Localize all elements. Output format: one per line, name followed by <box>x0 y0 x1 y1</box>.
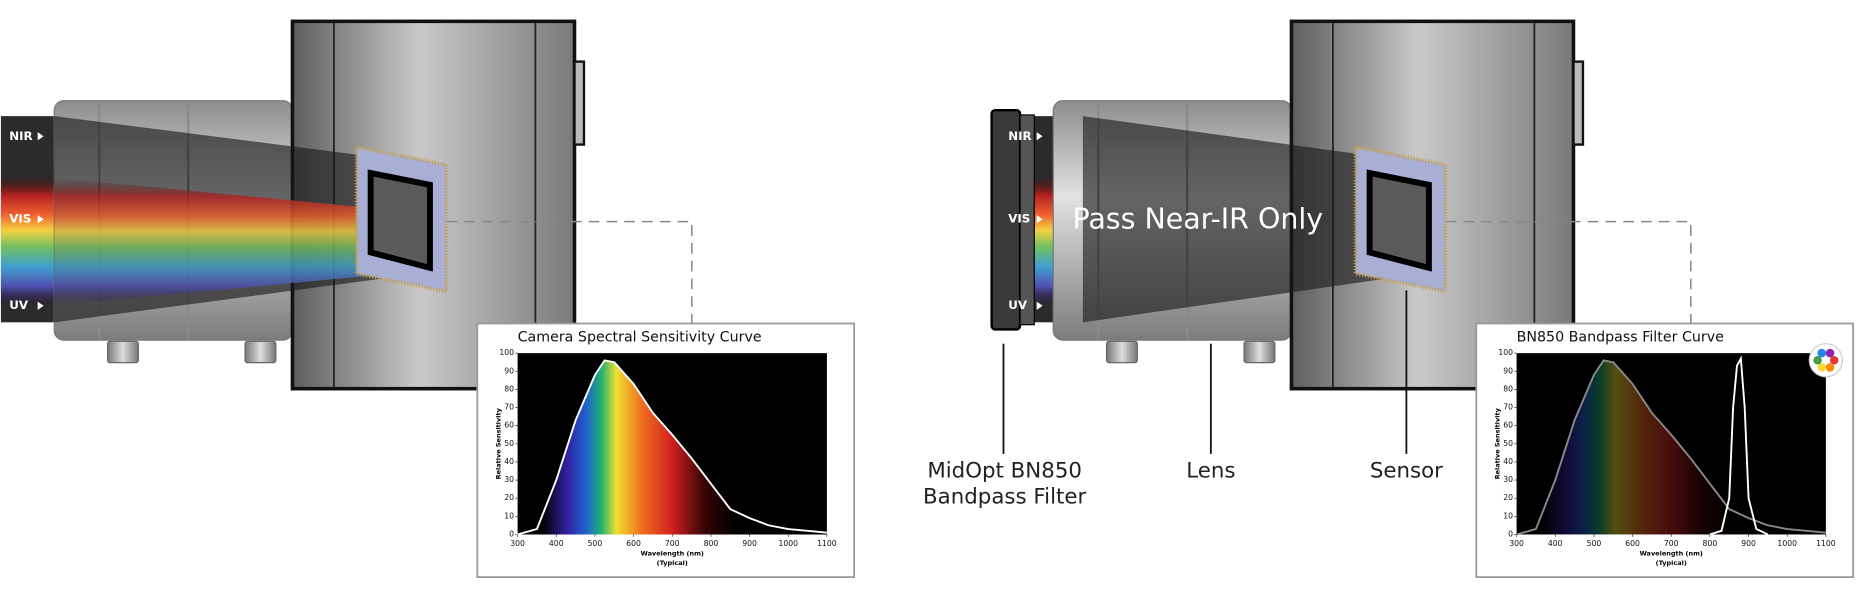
x-tick-label: 1000 <box>778 539 798 548</box>
body-bump <box>1572 60 1585 146</box>
badge-dot <box>1817 348 1827 358</box>
body-bump <box>573 60 586 146</box>
lens-knob <box>244 340 277 364</box>
x-tick-label: 400 <box>549 539 564 548</box>
badge-dot <box>1817 363 1827 372</box>
y-tick-label: 20 <box>504 493 514 502</box>
badge-dot <box>1829 355 1839 365</box>
x-tick-label: 1100 <box>817 539 837 548</box>
chart-title: BN850 Bandpass Filter Curve <box>1517 330 1724 346</box>
band-label: UV <box>1008 298 1028 312</box>
badge-dot <box>1825 348 1835 358</box>
callout-label: MidOpt BN850 <box>927 459 1082 484</box>
x-tick-label: 1000 <box>1777 539 1797 548</box>
band-label: NIR <box>9 129 32 143</box>
curve-fill <box>517 360 827 535</box>
y-tick-label: 100 <box>499 348 514 357</box>
badge <box>1808 343 1844 378</box>
callout-label: Bandpass Filter <box>923 485 1086 510</box>
x-tick-label: 900 <box>742 539 757 548</box>
band-arrow <box>37 215 44 224</box>
y-axis-label: Relative Sensitivity <box>1494 407 1502 479</box>
x-tick-label: 400 <box>1548 539 1563 548</box>
leader-line <box>446 220 693 324</box>
x-tick-label: 500 <box>1587 539 1602 548</box>
x-tick-label: 900 <box>1741 539 1756 548</box>
light-cone <box>1082 116 1445 323</box>
curve <box>517 359 827 536</box>
x-tick-label: 600 <box>626 539 641 548</box>
leader-line <box>1445 220 1692 324</box>
x-tick-label: 500 <box>588 539 603 548</box>
band-arrow <box>1036 132 1043 141</box>
x-tick-label: 800 <box>704 539 719 548</box>
band-label: NIR <box>1008 129 1031 143</box>
spectrum-bands <box>0 175 57 306</box>
curve <box>1516 359 1826 536</box>
callout-label: Lens <box>1186 459 1235 484</box>
filter-ring <box>1019 114 1035 326</box>
x-tick-label: 1100 <box>1816 539 1836 548</box>
x-axis-label: Wavelength (nm) <box>1640 549 1703 557</box>
y-tick-label: 0 <box>509 529 514 538</box>
x-tick-label: 700 <box>1664 539 1679 548</box>
y-tick-label: 40 <box>504 457 514 466</box>
band-arrow <box>37 132 44 141</box>
x-tick-label: 700 <box>665 539 680 548</box>
curve <box>1709 355 1769 536</box>
lens-knob <box>1105 340 1138 364</box>
y-tick-label: 20 <box>1503 493 1513 502</box>
band-label: VIS <box>9 212 31 226</box>
y-tick-label: 50 <box>1503 439 1513 448</box>
y-tick-label: 30 <box>504 475 514 484</box>
curve-fill <box>1516 360 1826 535</box>
y-tick-label: 80 <box>1503 384 1513 393</box>
y-tick-label: 80 <box>504 384 514 393</box>
x-tick-label: 800 <box>1703 539 1718 548</box>
x-tick-label: 600 <box>1625 539 1640 548</box>
chart-title: Camera Spectral Sensitivity Curve <box>518 330 762 346</box>
y-tick-label: 100 <box>1498 348 1513 357</box>
lens-knob <box>1243 340 1276 364</box>
y-tick-label: 90 <box>1503 366 1513 375</box>
y-tick-label: 10 <box>504 511 514 520</box>
badge-dot <box>1825 363 1835 372</box>
x-tick-label: 300 <box>510 539 525 548</box>
y-tick-label: 70 <box>504 403 514 412</box>
x-axis-note: (Typical) <box>657 559 688 567</box>
band-label: VIS <box>1008 212 1030 226</box>
band-arrow <box>37 301 44 310</box>
x-axis-note: (Typical) <box>1656 559 1687 567</box>
y-tick-label: 50 <box>504 439 514 448</box>
y-tick-label: 0 <box>1508 529 1513 538</box>
lens-knob <box>106 340 139 364</box>
overlay-text: Pass Near-IR Only <box>1073 202 1324 235</box>
light-rainbow <box>54 177 428 306</box>
x-tick-label: 300 <box>1509 539 1524 548</box>
y-tick-label: 70 <box>1503 403 1513 412</box>
y-axis-label: Relative Sensitivity <box>495 407 503 479</box>
y-tick-label: 60 <box>1503 421 1513 430</box>
y-tick-label: 10 <box>1503 511 1513 520</box>
y-tick-label: 30 <box>1503 475 1513 484</box>
y-tick-label: 90 <box>504 366 514 375</box>
sensor-frame <box>1366 169 1432 272</box>
x-axis-label: Wavelength (nm) <box>641 549 704 557</box>
band-label: UV <box>9 298 29 312</box>
badge-dot <box>1813 355 1822 365</box>
y-tick-label: 60 <box>504 421 514 430</box>
y-tick-label: 40 <box>1503 457 1513 466</box>
callout-label: Sensor <box>1370 459 1443 484</box>
band-arrow <box>1036 301 1043 310</box>
band-arrow <box>1036 215 1043 224</box>
sensor-frame <box>367 169 433 272</box>
